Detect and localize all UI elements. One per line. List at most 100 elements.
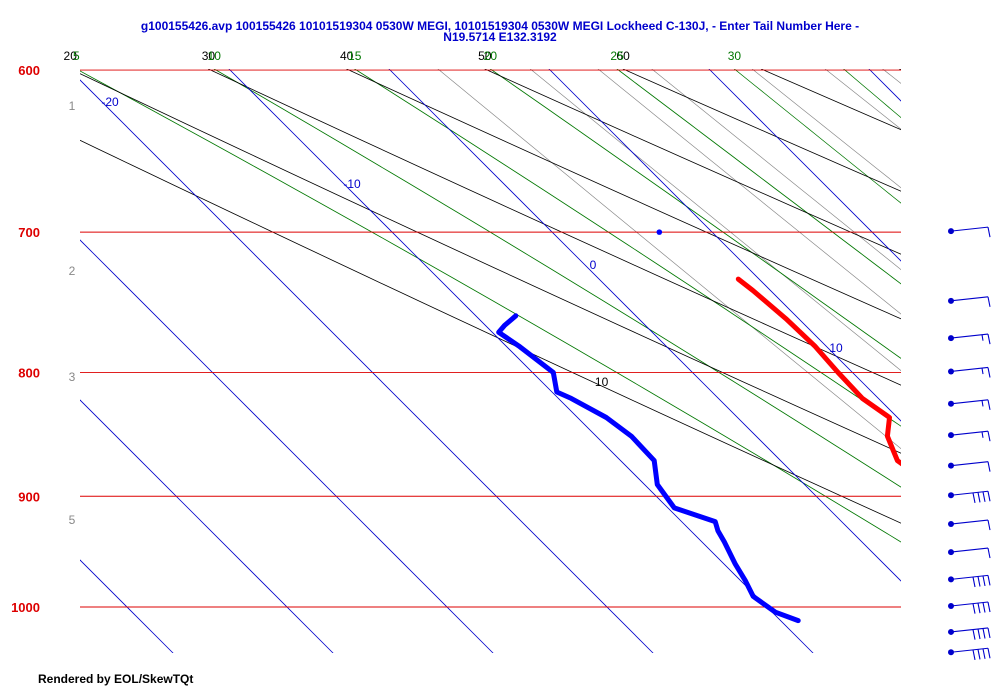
dry-adiabat-line xyxy=(80,139,901,524)
sounding-profiles xyxy=(496,229,901,624)
wind-barb xyxy=(948,366,991,378)
mixing-ratio-line xyxy=(529,69,901,372)
footer-credit: Rendered by EOL/SkewTQt xyxy=(38,672,194,686)
pressure-label: 1000 xyxy=(11,600,40,615)
moist-adiabat-label: 20 xyxy=(484,49,498,63)
pressure-label: 600 xyxy=(18,63,40,78)
wind-barb-feather xyxy=(982,602,986,613)
moist-adiabat-label: 15 xyxy=(348,49,362,63)
wind-barb xyxy=(948,547,991,559)
isotherm-line xyxy=(80,399,334,653)
moist-adiabat-line xyxy=(489,69,901,359)
height-label: 5 xyxy=(69,513,76,527)
dry-adiabat-line xyxy=(484,69,901,255)
isotherm-line xyxy=(548,69,901,422)
wind-barb xyxy=(948,601,991,614)
moist-adiabat-line xyxy=(616,69,901,285)
isotherm-line xyxy=(708,69,901,262)
wind-barb xyxy=(948,430,991,442)
wind-barb-feather xyxy=(987,399,991,410)
wind-barb-feather xyxy=(972,603,976,614)
wind-barb-staff xyxy=(950,601,989,607)
pressure-label: 900 xyxy=(18,489,40,504)
wind-barb-feather xyxy=(987,575,991,586)
isotherm-line xyxy=(80,79,654,653)
mixing-ratio-line xyxy=(437,69,901,450)
wind-barb-feather xyxy=(987,431,991,442)
wind-barb-feather xyxy=(977,628,981,640)
isobars xyxy=(80,69,901,608)
wind-barb-staff xyxy=(950,490,989,496)
isotherm-line xyxy=(228,69,814,653)
dry-adiabat-label: 40 xyxy=(340,49,354,63)
isotherm-label: -20 xyxy=(101,95,119,109)
height-label: 1 xyxy=(69,99,76,113)
dry-adiabats xyxy=(80,69,901,524)
wind-barb-feather xyxy=(987,461,991,472)
isotherm-line xyxy=(80,239,494,653)
wind-barb-feather xyxy=(987,519,991,531)
wind-barb-feather xyxy=(972,492,976,504)
wind-barb-feather xyxy=(987,227,991,238)
moist-adiabat-label: 25 xyxy=(610,49,624,63)
pressure-label: 800 xyxy=(18,365,40,380)
moist-adiabat-label: 5 xyxy=(73,49,80,63)
pressure-label: 700 xyxy=(18,225,40,240)
wind-barb-feather xyxy=(982,491,986,502)
wind-barb-feather xyxy=(977,649,981,660)
dry-adiabat-line xyxy=(80,73,901,454)
axis-labels: 6007008009001000-20-10010203040102030405… xyxy=(11,49,843,615)
temperature-profile xyxy=(735,276,901,467)
dry-adiabat-line xyxy=(899,69,901,71)
wind-barb xyxy=(948,226,991,238)
dry-adiabat-label: 10 xyxy=(595,375,609,389)
wind-barb-feather xyxy=(972,649,976,661)
isotherm-line xyxy=(0,69,13,653)
mixing-ratio-line xyxy=(651,69,901,271)
wind-barb-feather xyxy=(982,628,986,639)
wind-barb-feather xyxy=(987,627,991,639)
wind-barb xyxy=(948,519,991,531)
mixing-ratio-line xyxy=(597,69,901,315)
wind-barb-staff xyxy=(950,519,989,525)
chart-title-line1: g100155426.avp 100155426 10101519304 053… xyxy=(141,19,859,33)
wind-barb xyxy=(948,333,991,345)
moist-adiabat-line xyxy=(843,69,901,119)
moist-adiabat-label: 30 xyxy=(728,49,742,63)
moist-adiabat-label: 10 xyxy=(208,49,222,63)
wind-barb xyxy=(948,296,991,307)
wind-barb-staff xyxy=(950,627,989,633)
moist-adiabat-line xyxy=(80,70,901,543)
wind-barb-half-feather xyxy=(981,431,984,438)
wind-barb-feather xyxy=(987,648,991,659)
wind-barb-staff xyxy=(950,296,989,302)
wind-barb-feather xyxy=(987,333,991,345)
wind-barb-half-feather xyxy=(981,367,984,375)
wind-barb-half-feather xyxy=(981,334,984,341)
wind-barb-staff xyxy=(950,547,989,553)
wind-barb-feather xyxy=(977,492,981,503)
dry-adiabat-line xyxy=(207,69,901,386)
height-label: 2 xyxy=(69,264,76,278)
wind-barb-feather xyxy=(972,629,976,640)
wind-barb-feather xyxy=(987,491,991,502)
wind-barb-feather xyxy=(982,648,986,659)
wind-barb xyxy=(948,399,991,410)
moist-adiabat-line xyxy=(213,69,901,488)
wind-barb xyxy=(948,627,991,640)
chart-title-line2: N19.5714 E132.3192 xyxy=(443,30,557,44)
isotherm-line xyxy=(388,69,901,582)
isotherm-label: 0 xyxy=(590,258,597,272)
wind-barb-staff xyxy=(950,461,989,467)
dewpoint-profile xyxy=(496,313,801,624)
wind-barb-feather xyxy=(982,575,986,587)
wind-barb-staff xyxy=(950,226,989,232)
wind-barb xyxy=(948,647,991,661)
wind-barb-feather xyxy=(987,601,991,613)
mixing-ratio-line xyxy=(751,69,901,189)
wind-barb-feather xyxy=(972,576,976,588)
isolated-data-point xyxy=(656,229,663,235)
wind-barb-feather xyxy=(977,576,981,587)
wind-barb xyxy=(948,574,991,588)
